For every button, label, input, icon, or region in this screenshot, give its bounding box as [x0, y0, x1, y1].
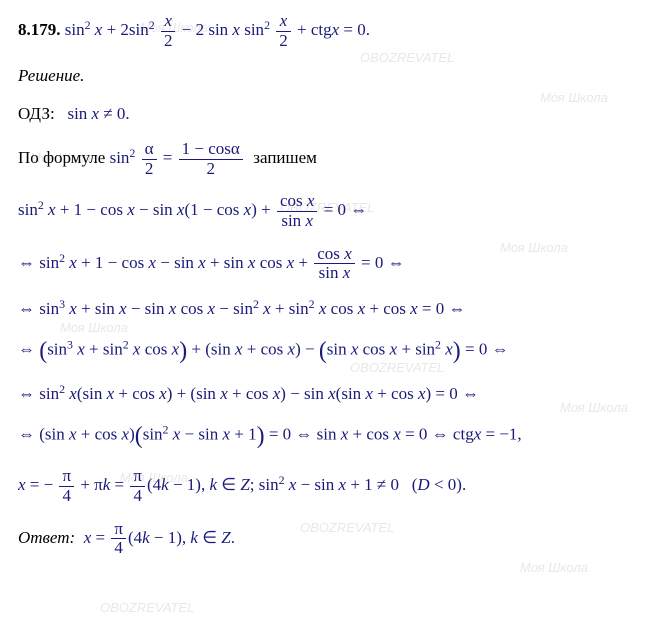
problem-line: 8.179. sin2 x + 2sin2 x2 − 2 sin x sin2 … — [18, 12, 644, 50]
watermark-text: Моя Школа — [520, 560, 588, 575]
step-4: ⇔ (sin3 x + sin2 x cos x) + (sin x + cos… — [18, 335, 644, 368]
step-6: ⇔ (sin x + cos x)(sin2 x − sin x + 1) = … — [18, 420, 644, 453]
formula-intro: По формуле — [18, 148, 105, 167]
half-angle-formula: sin2 α2 = 1 − cosα2 — [110, 148, 245, 167]
solution-label: Решение. — [18, 64, 644, 88]
domain-label: ОДЗ: — [18, 104, 55, 123]
domain-expr: sin x ≠ 0. — [67, 104, 129, 123]
answer-line: Ответ: x = π4(4k − 1), k ∈ Z. — [18, 520, 644, 558]
answer-expr: x = π4(4k − 1), k ∈ Z. — [84, 528, 235, 547]
step-1: sin2 x + 1 − cos x − sin x(1 − cos x) + … — [18, 192, 644, 230]
step-5: ⇔ sin2 x(sin x + cos x) + (sin x + cos x… — [18, 382, 644, 406]
domain-line: ОДЗ: sin x ≠ 0. — [18, 102, 644, 126]
watermark-text: OBOZREVATEL — [100, 600, 194, 615]
problem-number: 8.179. — [18, 20, 61, 39]
problem-equation: sin2 x + 2sin2 x2 − 2 sin x sin2 x2 + ct… — [65, 20, 370, 39]
step-7: x = − π4 + πk = π4(4k − 1), k ∈ Z; sin2 … — [18, 467, 644, 505]
step-2: ⇔ sin2 x + 1 − cos x − sin x + sin x cos… — [18, 245, 644, 283]
formula-outro: запишем — [253, 148, 317, 167]
formula-line: По формуле sin2 α2 = 1 − cosα2 запишем — [18, 140, 644, 178]
step-3: ⇔ sin3 x + sin x − sin x cos x − sin2 x … — [18, 297, 644, 321]
answer-label: Ответ: — [18, 528, 75, 547]
